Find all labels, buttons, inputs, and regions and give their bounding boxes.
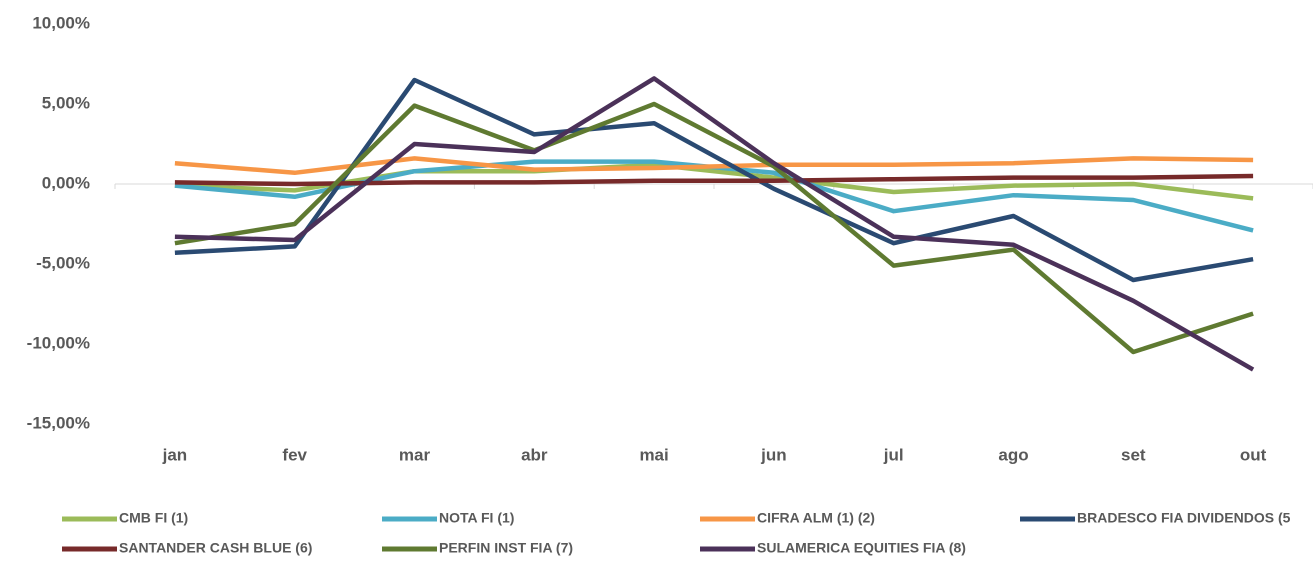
x-tick-label: ago [998,445,1028,464]
x-tick-label: set [1121,445,1146,464]
legend-label: SANTANDER CASH BLUE (6) [119,540,312,556]
y-tick-label: -15,00% [27,413,90,432]
x-tick-label: mai [639,445,668,464]
x-tick-label: jan [162,445,188,464]
y-tick-label: 5,00% [42,93,90,112]
legend-label: SULAMERICA EQUITIES FIA (8) [757,540,966,556]
x-tick-label: fev [282,445,307,464]
legend-label: CIFRA ALM (1) (2) [757,510,875,526]
x-tick-label: jun [760,445,787,464]
legend-label: PERFIN INST FIA (7) [439,540,573,556]
series-line [174,162,1254,201]
y-tick-label: 10,00% [32,13,90,32]
x-tick-label: jul [883,445,904,464]
legend-label: BRADESCO FIA DIVIDENDOS (5 [1077,510,1291,526]
x-tick-label: mar [399,445,431,464]
legend-label: NOTA FI (1) [439,510,514,526]
x-tick-label: abr [521,445,548,464]
series-line [174,76,1255,372]
series-line [174,173,1254,187]
y-tick-label: 0,00% [42,173,90,192]
y-tick-label: -10,00% [27,333,90,352]
series-line [174,101,1254,355]
legend-label: CMB FI (1) [119,510,188,526]
x-tick-label: out [1240,445,1267,464]
y-tick-label: -5,00% [36,253,90,272]
